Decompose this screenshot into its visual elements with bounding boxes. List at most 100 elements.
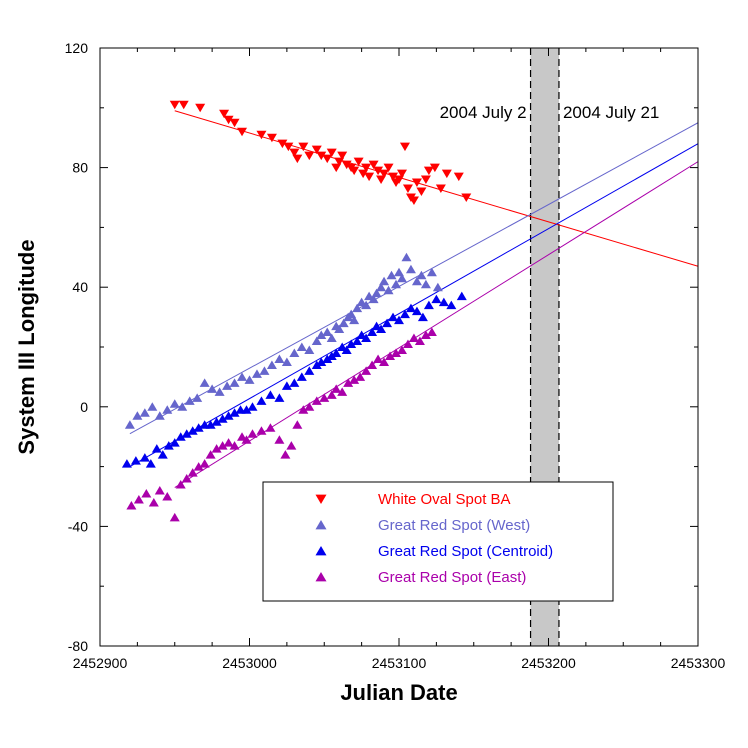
axis-ticks: 2452900 2453000 2453100 2453200 2453300 -80 -4… xyxy=(65,40,726,671)
data-point xyxy=(211,444,222,453)
data-point xyxy=(205,450,216,459)
legend-marker xyxy=(315,520,327,530)
x-tick-label: 2453300 xyxy=(671,655,726,671)
data-point xyxy=(289,378,300,387)
data-point xyxy=(124,420,135,429)
data-point xyxy=(326,351,337,360)
data-point xyxy=(416,187,427,197)
data-point xyxy=(435,184,446,194)
data-point xyxy=(207,384,218,393)
data-point xyxy=(311,360,322,369)
data-point xyxy=(219,109,230,119)
data-point xyxy=(386,270,397,280)
legend-label: Great Red Spot (West) xyxy=(378,517,530,534)
data-point xyxy=(277,139,288,149)
data-point xyxy=(211,417,222,426)
data-point xyxy=(349,375,360,384)
data-point xyxy=(456,291,467,301)
data-point xyxy=(367,327,378,337)
data-point xyxy=(364,172,375,182)
data-point xyxy=(316,330,327,340)
data-point xyxy=(148,497,159,507)
data-point xyxy=(402,339,413,349)
data-point xyxy=(265,390,276,399)
data-point xyxy=(256,396,267,405)
data-point xyxy=(367,360,378,369)
data-point xyxy=(461,193,472,202)
data-point xyxy=(274,354,285,363)
data-point xyxy=(411,276,422,286)
data-point xyxy=(337,387,348,396)
y-tick-label: -80 xyxy=(68,638,88,654)
data-point xyxy=(247,402,258,411)
data-point xyxy=(361,366,372,375)
data-point xyxy=(217,414,228,423)
data-point xyxy=(199,459,210,468)
data-point xyxy=(379,357,390,366)
data-point xyxy=(181,474,192,483)
data-point xyxy=(388,312,399,322)
data-point xyxy=(368,294,379,304)
data-point xyxy=(361,333,372,343)
legend-marker xyxy=(315,572,327,582)
data-point xyxy=(133,494,144,504)
y-tick-label: 120 xyxy=(65,40,89,56)
data-point xyxy=(237,127,248,137)
date-annotations: 2004 July 2 2004 July 21 xyxy=(440,103,660,122)
data-point xyxy=(229,378,240,387)
data-point xyxy=(402,184,413,194)
data-point xyxy=(251,369,262,378)
x-tick-label: 2453000 xyxy=(222,655,277,671)
data-point xyxy=(399,142,410,152)
data-point xyxy=(157,450,168,459)
data-point xyxy=(423,166,434,176)
data-point xyxy=(420,279,431,289)
data-points xyxy=(121,100,472,522)
y-tick-label: 0 xyxy=(80,399,88,415)
data-point xyxy=(280,450,291,459)
data-point xyxy=(199,378,210,387)
data-point xyxy=(411,178,422,188)
data-point xyxy=(346,339,357,349)
data-point xyxy=(343,378,354,387)
data-point xyxy=(151,444,162,453)
data-point xyxy=(316,357,327,366)
data-point xyxy=(193,423,204,432)
data-point xyxy=(162,405,173,414)
data-point xyxy=(229,408,240,417)
data-point xyxy=(147,402,158,411)
data-point xyxy=(382,318,393,328)
data-point xyxy=(394,267,404,277)
data-point xyxy=(169,438,180,447)
fit-line xyxy=(129,122,699,435)
data-point xyxy=(259,366,270,375)
data-point xyxy=(244,375,255,384)
data-point xyxy=(416,270,427,280)
data-point xyxy=(181,429,192,438)
data-point xyxy=(241,405,252,414)
data-point xyxy=(184,396,195,405)
x-tick-label: 2453100 xyxy=(372,655,427,671)
data-point xyxy=(341,345,352,354)
data-point xyxy=(139,453,150,462)
data-point xyxy=(192,393,203,402)
data-point xyxy=(394,315,404,325)
data-point xyxy=(304,151,315,161)
legend-label: White Oval Spot BA xyxy=(378,491,511,508)
data-point xyxy=(379,276,390,286)
data-point xyxy=(154,486,165,495)
y-tick-label: 40 xyxy=(72,279,88,295)
data-point xyxy=(223,411,234,420)
data-point xyxy=(274,393,285,402)
data-point xyxy=(311,396,322,405)
data-point xyxy=(346,309,357,319)
legend: White Oval Spot BA Great Red Spot (West) G… xyxy=(262,481,614,602)
data-point xyxy=(358,169,369,179)
data-point xyxy=(265,423,276,432)
data-point xyxy=(408,196,419,205)
data-point xyxy=(217,441,228,450)
data-point xyxy=(292,154,303,164)
data-point xyxy=(423,300,434,310)
data-point xyxy=(368,160,379,170)
data-point xyxy=(298,405,309,414)
